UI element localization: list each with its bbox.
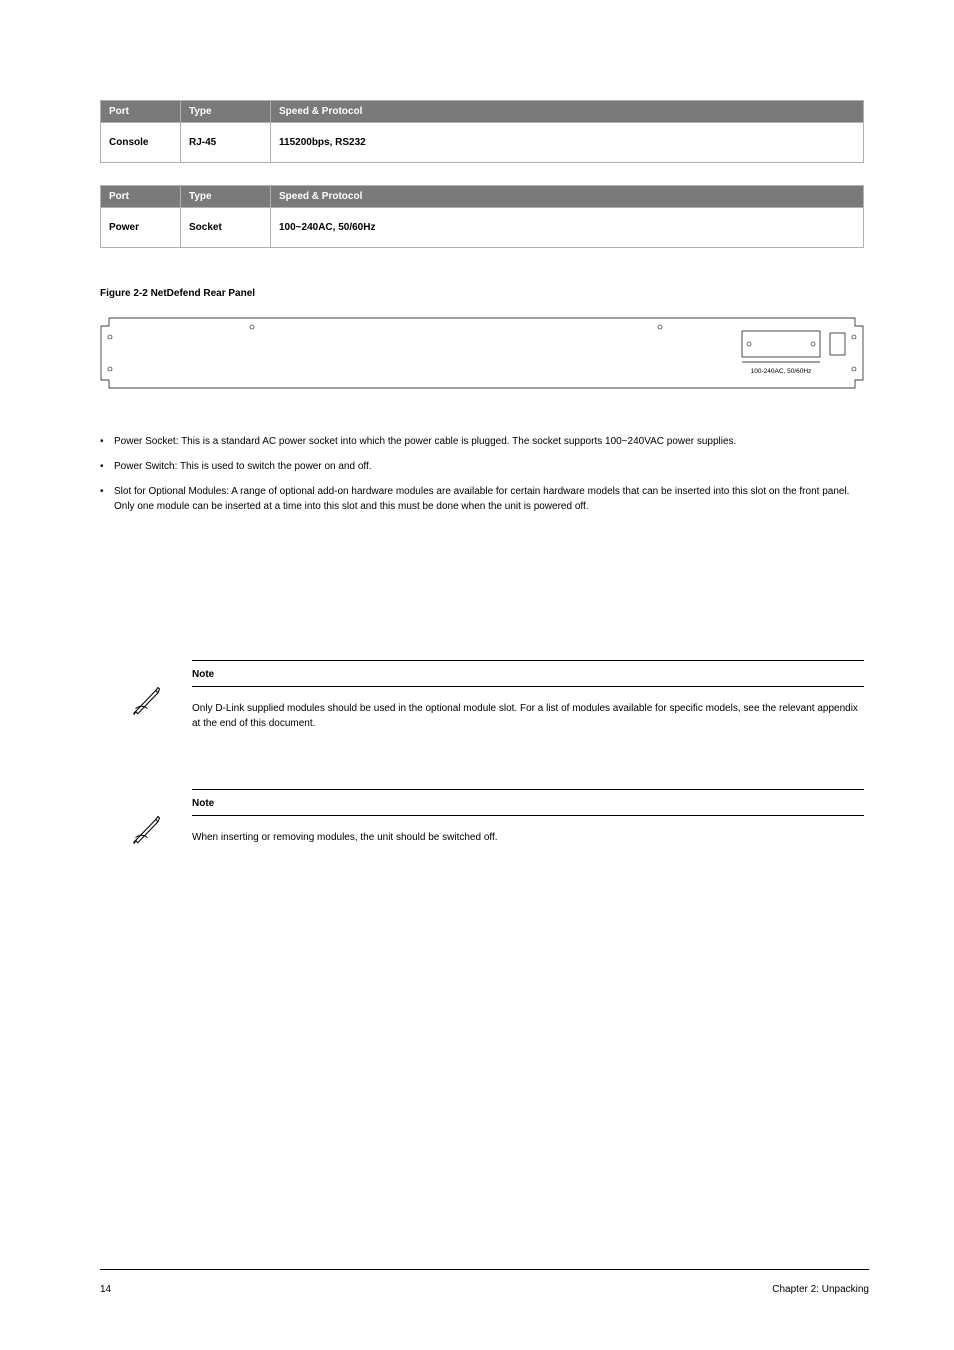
note-block: Note When inserting or removing modules,… bbox=[100, 789, 864, 845]
note-icon bbox=[100, 789, 192, 845]
chapter-label: Chapter 2: Unpacking bbox=[772, 1284, 869, 1295]
cell-speed: 100~240AC, 50/60Hz bbox=[271, 208, 864, 248]
list-item: Power Switch: This is used to switch the… bbox=[100, 459, 864, 474]
power-spec-label: 100-240AC, 50/60Hz bbox=[751, 368, 812, 375]
rear-panel-diagram: 100-240AC, 50/60Hz bbox=[100, 317, 864, 389]
header-type: Type bbox=[181, 186, 271, 208]
table-header-row: Port Type Speed & Protocol bbox=[101, 186, 864, 208]
note-text: Only D-Link supplied modules should be u… bbox=[192, 701, 864, 731]
console-port-table: Port Type Speed & Protocol Console RJ-45… bbox=[100, 100, 864, 163]
page-number: 14 bbox=[100, 1284, 111, 1295]
notes-section: Note Only D-Link supplied modules should… bbox=[100, 660, 864, 845]
header-port: Port bbox=[101, 101, 181, 123]
note-block: Note Only D-Link supplied modules should… bbox=[100, 660, 864, 731]
header-speed: Speed & Protocol bbox=[271, 186, 864, 208]
cell-port: Power bbox=[101, 208, 181, 248]
note-rule-top bbox=[192, 789, 864, 790]
power-port-table: Port Type Speed & Protocol Power Socket … bbox=[100, 185, 864, 248]
note-rule-bottom bbox=[192, 686, 864, 687]
cell-port: Console bbox=[101, 123, 181, 163]
note-body: Note When inserting or removing modules,… bbox=[192, 789, 864, 845]
list-item: Slot for Optional Modules: A range of op… bbox=[100, 484, 864, 514]
note-label: Note bbox=[192, 669, 864, 680]
cell-type: Socket bbox=[181, 208, 271, 248]
note-label: Note bbox=[192, 798, 864, 809]
header-port: Port bbox=[101, 186, 181, 208]
table-row: Power Socket 100~240AC, 50/60Hz bbox=[101, 208, 864, 248]
cell-speed: 115200bps, RS232 bbox=[271, 123, 864, 163]
table-row: Console RJ-45 115200bps, RS232 bbox=[101, 123, 864, 163]
header-type: Type bbox=[181, 101, 271, 123]
cell-type: RJ-45 bbox=[181, 123, 271, 163]
list-item: Power Socket: This is a standard AC powe… bbox=[100, 434, 864, 449]
note-rule-bottom bbox=[192, 815, 864, 816]
note-icon bbox=[100, 660, 192, 716]
note-text: When inserting or removing modules, the … bbox=[192, 830, 864, 845]
page-content: Port Type Speed & Protocol Console RJ-45… bbox=[100, 100, 864, 845]
note-rule-top bbox=[192, 660, 864, 661]
figure-caption: Figure 2-2 NetDefend Rear Panel bbox=[100, 288, 864, 299]
footer-rule bbox=[100, 1269, 869, 1270]
header-speed: Speed & Protocol bbox=[271, 101, 864, 123]
feature-list: Power Socket: This is a standard AC powe… bbox=[100, 434, 864, 514]
note-body: Note Only D-Link supplied modules should… bbox=[192, 660, 864, 731]
table-header-row: Port Type Speed & Protocol bbox=[101, 101, 864, 123]
